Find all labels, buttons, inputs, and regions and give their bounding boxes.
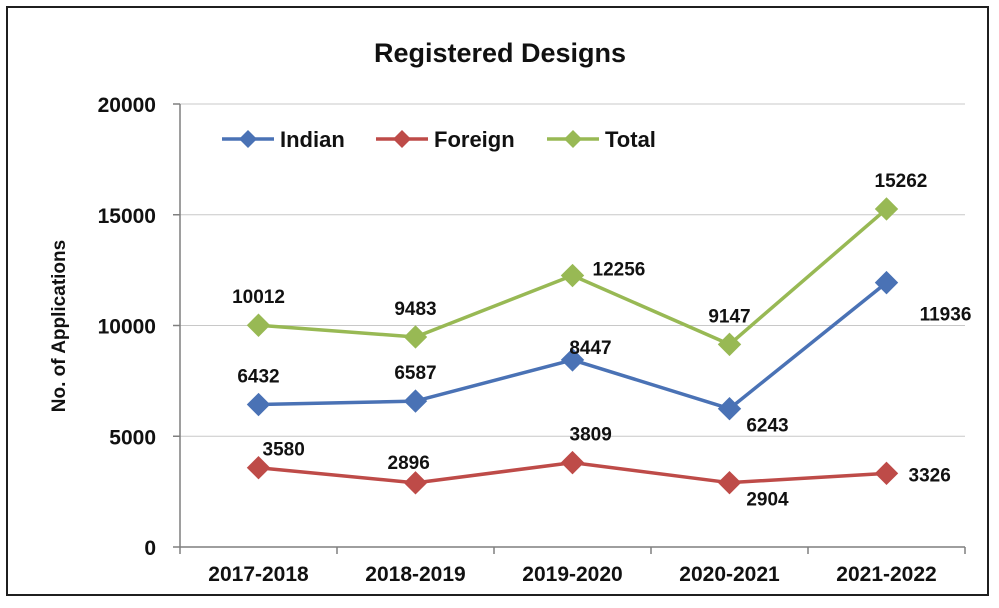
data-label: 15262 [875, 171, 928, 192]
x-tick-label: 2021-2022 [836, 563, 936, 586]
legend-item-total: Total [547, 127, 656, 152]
legend-label: Total [605, 127, 656, 152]
data-label: 6432 [237, 367, 279, 388]
y-axis-label: No. of Applications [49, 240, 70, 412]
data-label: 3580 [263, 440, 305, 461]
data-label: 3809 [570, 425, 612, 446]
data-label: 6587 [394, 363, 436, 384]
series-indian: 6432 6587 8447 6243 11936 [237, 270, 972, 437]
legend-marker [564, 130, 582, 148]
series-foreign: 3580 2896 3809 2904 3326 [246, 425, 951, 511]
y-tick-label: 10000 [98, 316, 156, 339]
data-point [874, 270, 899, 295]
chart-title: Registered Designs [374, 38, 626, 68]
data-point [403, 325, 428, 349]
data-label: 9483 [394, 299, 436, 320]
data-label: 9147 [708, 306, 750, 327]
series: 6432 6587 8447 6243 11936 3580 2896 3809 2904 332… [232, 171, 971, 511]
data-point [717, 332, 742, 357]
data-label: 11936 [920, 305, 972, 326]
legend-marker [393, 130, 411, 148]
legend-label: Foreign [434, 127, 515, 152]
data-point [717, 397, 742, 421]
y-tick-label: 0 [144, 537, 156, 560]
data-point [560, 348, 585, 372]
x-tick-label: 2017-2018 [208, 563, 309, 586]
data-point [246, 392, 271, 417]
legend-item-foreign: Foreign [376, 127, 515, 152]
data-point [560, 450, 585, 475]
y-tick-label: 20000 [98, 94, 156, 117]
legend-label: Indian [280, 127, 345, 152]
data-label: 2896 [388, 453, 430, 474]
data-label: 3326 [909, 465, 951, 486]
data-point [403, 471, 428, 495]
data-point [403, 389, 428, 413]
data-label: 6243 [746, 416, 788, 437]
data-label: 2904 [746, 490, 789, 511]
axes: 0 5000 10000 15000 20000 2017-2018 2018-2019 20… [98, 94, 966, 586]
legend-marker [239, 130, 257, 148]
legend: Indian Foreign Total [222, 127, 656, 152]
data-point [246, 313, 271, 337]
series-total: 10012 9483 12256 9147 15262 [232, 171, 928, 357]
data-point [560, 263, 585, 288]
y-tick-label: 5000 [109, 426, 156, 449]
data-label: 12256 [593, 260, 646, 281]
legend-item-indian: Indian [222, 127, 345, 152]
x-tick-label: 2018-2019 [365, 563, 465, 586]
data-point [246, 455, 271, 480]
y-tick-label: 15000 [98, 205, 156, 228]
data-point [874, 461, 899, 486]
data-label: 10012 [232, 287, 285, 308]
x-tick-label: 2020-2021 [679, 563, 780, 586]
data-label: 8447 [569, 338, 611, 359]
data-point [874, 197, 899, 221]
data-point [717, 470, 742, 495]
x-tick-label: 2019-2020 [522, 563, 622, 586]
